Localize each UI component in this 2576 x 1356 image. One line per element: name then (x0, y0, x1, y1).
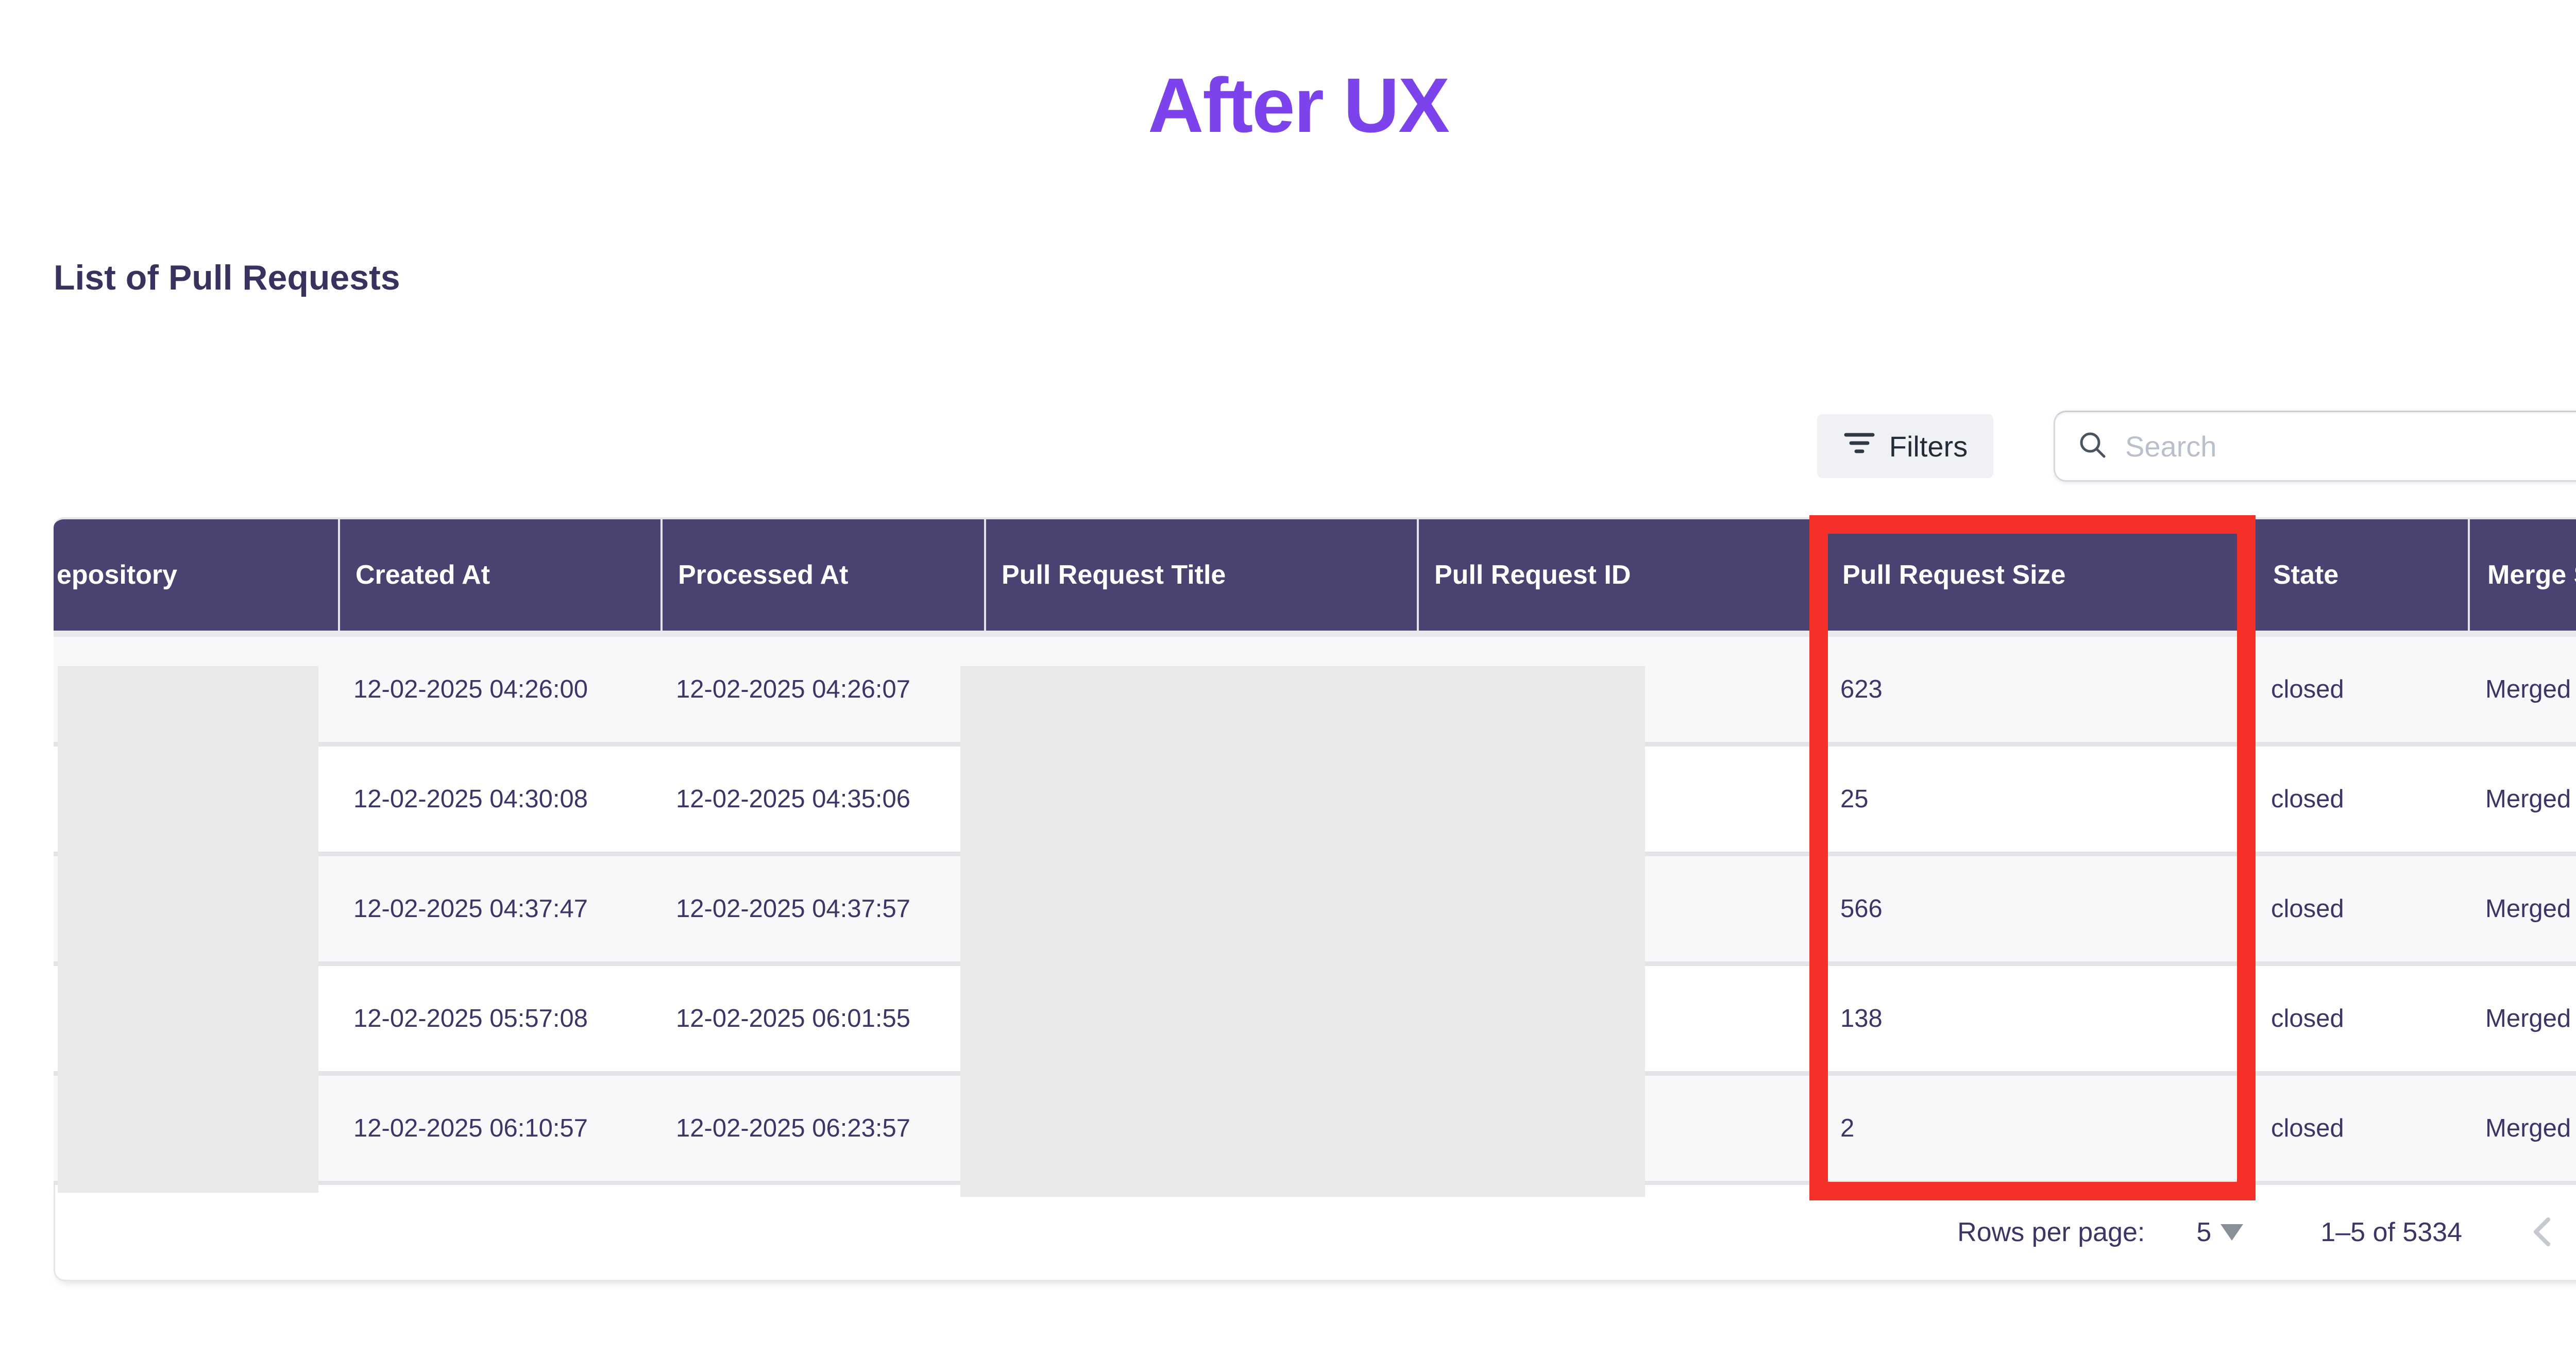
cell-pull-request-size: 623 (1840, 675, 1883, 703)
cell-created-at: 12-02-2025 04:30:08 (353, 785, 588, 813)
column-header-pull-request-id: Pull Request ID (1417, 519, 1811, 631)
cell-pull-request-size: 566 (1840, 895, 1883, 923)
cell-processed-at: 12-02-2025 04:26:07 (676, 675, 910, 703)
cell-state: closed (2271, 675, 2344, 703)
column-header-merge-status: Merge Status (2468, 519, 2576, 631)
column-header-state: State (2246, 519, 2468, 631)
cell-processed-at: 12-02-2025 04:37:57 (676, 895, 910, 923)
panel-heading: List of Pull Requests (54, 258, 400, 297)
rows-per-page-label: Rows per page: (1957, 1217, 2145, 1247)
cell-created-at: 12-02-2025 04:26:00 (353, 675, 588, 703)
cell-pull-request-size: 138 (1840, 1005, 1883, 1032)
column-header-pull-request-title: Pull Request Title (984, 519, 1417, 631)
cell-state: closed (2271, 785, 2344, 813)
redaction-block-repository (58, 666, 318, 1193)
cell-merge-status: Merged (2485, 785, 2571, 813)
search-box (2054, 411, 2576, 482)
pagination-bar: Rows per page: 5 1–5 of 5334 (54, 1185, 2576, 1281)
rows-per-page-value: 5 (2196, 1217, 2212, 1247)
previous-page-button[interactable] (2524, 1209, 2560, 1256)
cell-created-at: 12-02-2025 06:10:57 (353, 1114, 588, 1142)
cell-merge-status: Merged (2485, 1114, 2571, 1142)
cell-merge-status: Merged (2485, 895, 2571, 923)
header-divider (54, 631, 2576, 637)
table-header-row: epository Created At Processed At Pull R… (54, 517, 2576, 631)
filters-button[interactable]: Filters (1817, 414, 1993, 478)
cell-pull-request-size: 25 (1840, 785, 1869, 813)
column-header-processed-at: Processed At (660, 519, 984, 631)
chevron-left-icon (2531, 1215, 2553, 1250)
cell-pull-request-size: 2 (1840, 1114, 1855, 1142)
cell-created-at: 12-02-2025 04:37:47 (353, 895, 588, 923)
cell-processed-at: 12-02-2025 06:01:55 (676, 1005, 910, 1032)
pull-request-size-highlight-box (1809, 515, 2256, 1200)
page-title: After UX (1147, 62, 1450, 148)
cell-state: closed (2271, 1005, 2344, 1032)
cell-processed-at: 12-02-2025 04:35:06 (676, 785, 910, 813)
pagination-range: 1–5 of 5334 (2320, 1217, 2462, 1247)
cell-processed-at: 12-02-2025 06:23:57 (676, 1114, 910, 1142)
cell-state: closed (2271, 895, 2344, 923)
filters-button-label: Filters (1889, 430, 1968, 463)
cell-merge-status: Merged (2485, 675, 2571, 703)
search-input[interactable] (2125, 429, 2576, 463)
cell-merge-status: Merged (2485, 1005, 2571, 1032)
cell-state: closed (2271, 1114, 2344, 1142)
filter-icon (1843, 427, 1876, 466)
column-header-repository: epository (57, 560, 178, 590)
redaction-block-title-id (960, 666, 1645, 1197)
chevron-down-icon (2221, 1224, 2244, 1241)
cell-created-at: 12-02-2025 05:57:08 (353, 1005, 588, 1032)
column-header-created-at: Created At (338, 519, 660, 631)
search-icon (2076, 428, 2110, 465)
rows-per-page-select[interactable]: 5 (2196, 1217, 2244, 1248)
